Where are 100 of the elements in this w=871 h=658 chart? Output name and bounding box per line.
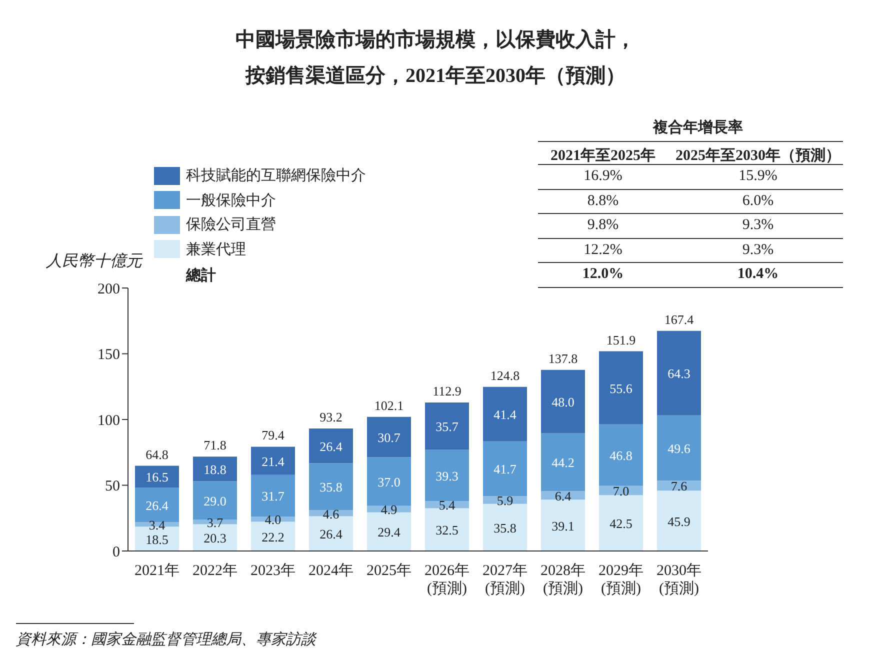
x-tick-label: 2026年 (預測) (424, 562, 470, 597)
total-label: 151.9 (606, 332, 636, 348)
data-label: 41.4 (494, 407, 517, 422)
data-label: 7.0 (612, 484, 630, 499)
bar (657, 490, 701, 551)
data-label: 4.0 (264, 512, 282, 528)
bar (425, 449, 469, 502)
legend-label: 科技賦能的互聯網保險中介 (186, 166, 366, 185)
data-label: 16.5 (146, 470, 168, 485)
bar (425, 501, 469, 508)
total-label: 71.8 (204, 438, 226, 453)
legend-label: 兼業代理 (186, 240, 246, 258)
bar (541, 433, 585, 492)
bar (193, 481, 237, 520)
x-tick-label: 2029年 (預測) (598, 562, 644, 597)
bar (483, 441, 527, 496)
legend-label: 一般保險中介 (186, 192, 276, 210)
x-tick-label: 2024年 (308, 562, 354, 579)
data-label: 42.5 (610, 516, 632, 532)
text: 6.0% (741, 192, 775, 210)
bar (657, 330, 701, 416)
bar (367, 457, 411, 506)
chart-subtitle: 按銷售渠道區分，2021年至2030年（預測） (244, 64, 626, 89)
data-label: 39.1 (552, 518, 574, 534)
text: 複合年增長率 (652, 118, 744, 137)
data-label: 26.4 (146, 498, 169, 513)
bar (135, 487, 179, 522)
text: 15.9% (738, 168, 778, 185)
bar (425, 402, 469, 450)
x-tick-label: 2025年 (366, 562, 412, 579)
data-label: 3.4 (148, 517, 166, 532)
data-label: 4.6 (322, 506, 340, 522)
total-label: 64.8 (146, 446, 168, 462)
data-label: 44.2 (552, 455, 574, 470)
data-label: 29.4 (378, 524, 401, 540)
bar (657, 415, 701, 481)
data-label: 46.8 (610, 448, 632, 464)
y-tick-label: 200 (98, 281, 120, 298)
x-tick-label: 2028年 (預測) (540, 562, 586, 597)
data-label: 55.6 (610, 380, 633, 396)
data-label: 49.6 (668, 441, 691, 456)
data-label: 30.7 (378, 430, 401, 446)
total-label: 137.8 (548, 350, 578, 366)
bar (367, 416, 411, 458)
bar (599, 495, 643, 551)
data-label: 4.9 (380, 502, 398, 518)
bar (483, 504, 527, 551)
bar (135, 466, 179, 488)
data-label: 21.4 (262, 454, 285, 469)
text: 總計 (186, 266, 216, 285)
bar (483, 386, 527, 442)
text: 9.3% (741, 217, 775, 234)
y-tick-label: 0 (112, 544, 120, 560)
data-label: 41.7 (494, 462, 517, 477)
text: 9.8% (586, 217, 620, 234)
data-label: 35.8 (494, 520, 516, 536)
x-tick-label: 2027年 (預測) (482, 562, 528, 597)
data-label: 39.3 (436, 468, 458, 484)
data-label: 45.9 (668, 514, 690, 529)
total-label: 93.2 (320, 409, 342, 424)
legend-label: 保險公司直營 (186, 216, 276, 234)
total-label: 112.9 (432, 384, 462, 399)
bar (309, 463, 353, 510)
data-label: 32.5 (436, 522, 458, 538)
x-tick-label: 2023年 (250, 562, 296, 579)
y-axis-title: 人民幣十億元 (46, 252, 142, 272)
bar (251, 474, 295, 517)
data-label: 5.4 (438, 498, 456, 513)
x-tick-label: 2021年 (134, 562, 180, 579)
bar (541, 500, 585, 551)
x-tick-label: 2030年 (預測) (656, 562, 702, 597)
text: 10.4% (736, 266, 780, 283)
data-label: 20.3 (204, 530, 226, 546)
text: 9.3% (741, 242, 775, 258)
data-label: 18.5 (146, 532, 168, 547)
text: 12.2% (582, 242, 624, 258)
data-label: 22.2 (262, 529, 284, 544)
data-label: 18.8 (204, 462, 226, 477)
data-label: 31.7 (262, 488, 285, 504)
total-label: 124.8 (490, 368, 520, 383)
text: 2021年至2025年 (550, 146, 656, 165)
data-label: 64.3 (668, 366, 690, 382)
chart-title: 中國場景險市場的市場規模，以保費收入計， (234, 28, 636, 53)
source-note: 資料來源：國家金融監督管理總局、專家訪談 (16, 630, 316, 649)
text: 8.8% (586, 192, 620, 210)
text: 16.9% (582, 168, 624, 185)
data-label: 29.0 (204, 493, 226, 508)
bar (425, 508, 469, 551)
total-label: 102.1 (374, 398, 404, 413)
data-label: 5.9 (496, 493, 514, 508)
data-label: 48.0 (552, 394, 574, 410)
x-tick-label: 2022年 (192, 562, 238, 579)
bar (251, 446, 295, 475)
bar (193, 456, 237, 482)
data-label: 35.8 (320, 480, 342, 495)
data-label: 6.4 (554, 488, 572, 504)
y-tick-label: 50 (105, 478, 120, 495)
text: 2025年至2030年（預測） (674, 146, 842, 165)
data-label: 26.4 (320, 526, 343, 542)
y-tick-label: 100 (98, 412, 120, 429)
